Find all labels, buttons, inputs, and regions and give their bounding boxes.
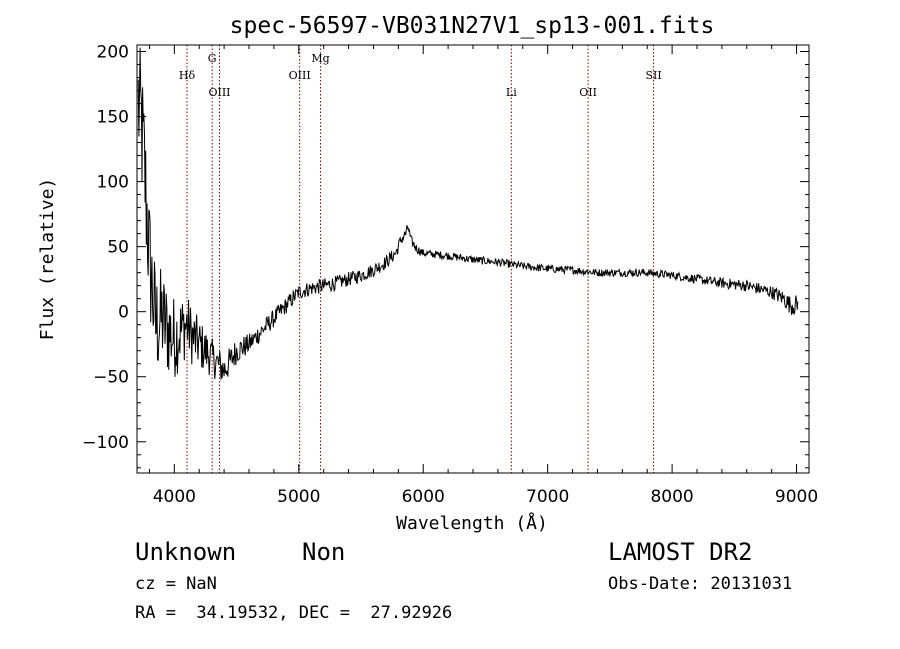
chart-title: spec-56597-VB031N27V1_sp13-001.fits bbox=[230, 13, 715, 39]
obs-date: Obs-Date: 20131031 bbox=[608, 574, 793, 594]
object-class: Unknown bbox=[135, 538, 237, 566]
spectrum-line bbox=[137, 47, 799, 380]
redshift-text: cz = NaN bbox=[135, 574, 217, 594]
object-subclass: Non bbox=[302, 538, 346, 566]
x-tick-label: 4000 bbox=[153, 487, 196, 507]
x-tick-label: 7000 bbox=[526, 487, 569, 507]
y-tick-label: 0 bbox=[118, 303, 129, 323]
y-tick-label: 100 bbox=[97, 173, 129, 193]
y-axis-label: Flux (relative) bbox=[37, 178, 58, 341]
x-axis-label: Wavelength (Å) bbox=[396, 512, 548, 534]
spectral-line-label: Li bbox=[506, 86, 517, 99]
y-tick-label: −100 bbox=[82, 433, 129, 453]
spectral-line-label: Mg bbox=[311, 52, 329, 65]
spectral-line-label: G bbox=[208, 52, 217, 65]
spectral-line-label: OII bbox=[579, 86, 597, 99]
survey-name: LAMOST DR2 bbox=[608, 538, 753, 566]
x-tick-label: 6000 bbox=[402, 487, 445, 507]
coordinates-text: RA = 34.19532, DEC = 27.92926 bbox=[135, 603, 453, 623]
y-tick-label: 200 bbox=[97, 43, 129, 63]
x-tick-label: 8000 bbox=[650, 487, 693, 507]
spectral-line-label: SII bbox=[645, 69, 661, 82]
x-tick-label: 5000 bbox=[277, 487, 320, 507]
y-tick-label: 50 bbox=[107, 238, 129, 258]
y-tick-label: −50 bbox=[93, 368, 129, 388]
spectral-line-label: Hδ bbox=[179, 69, 196, 82]
axis-ticks: 4000 5000 6000 7000 8000 9000 −100 −50 0 50 100 150… bbox=[82, 43, 818, 507]
y-tick-label: 150 bbox=[97, 108, 129, 128]
spectral-line-label: OIII bbox=[289, 69, 311, 82]
x-tick-label: 9000 bbox=[775, 487, 818, 507]
spectral-line-label: OIII bbox=[208, 86, 230, 99]
